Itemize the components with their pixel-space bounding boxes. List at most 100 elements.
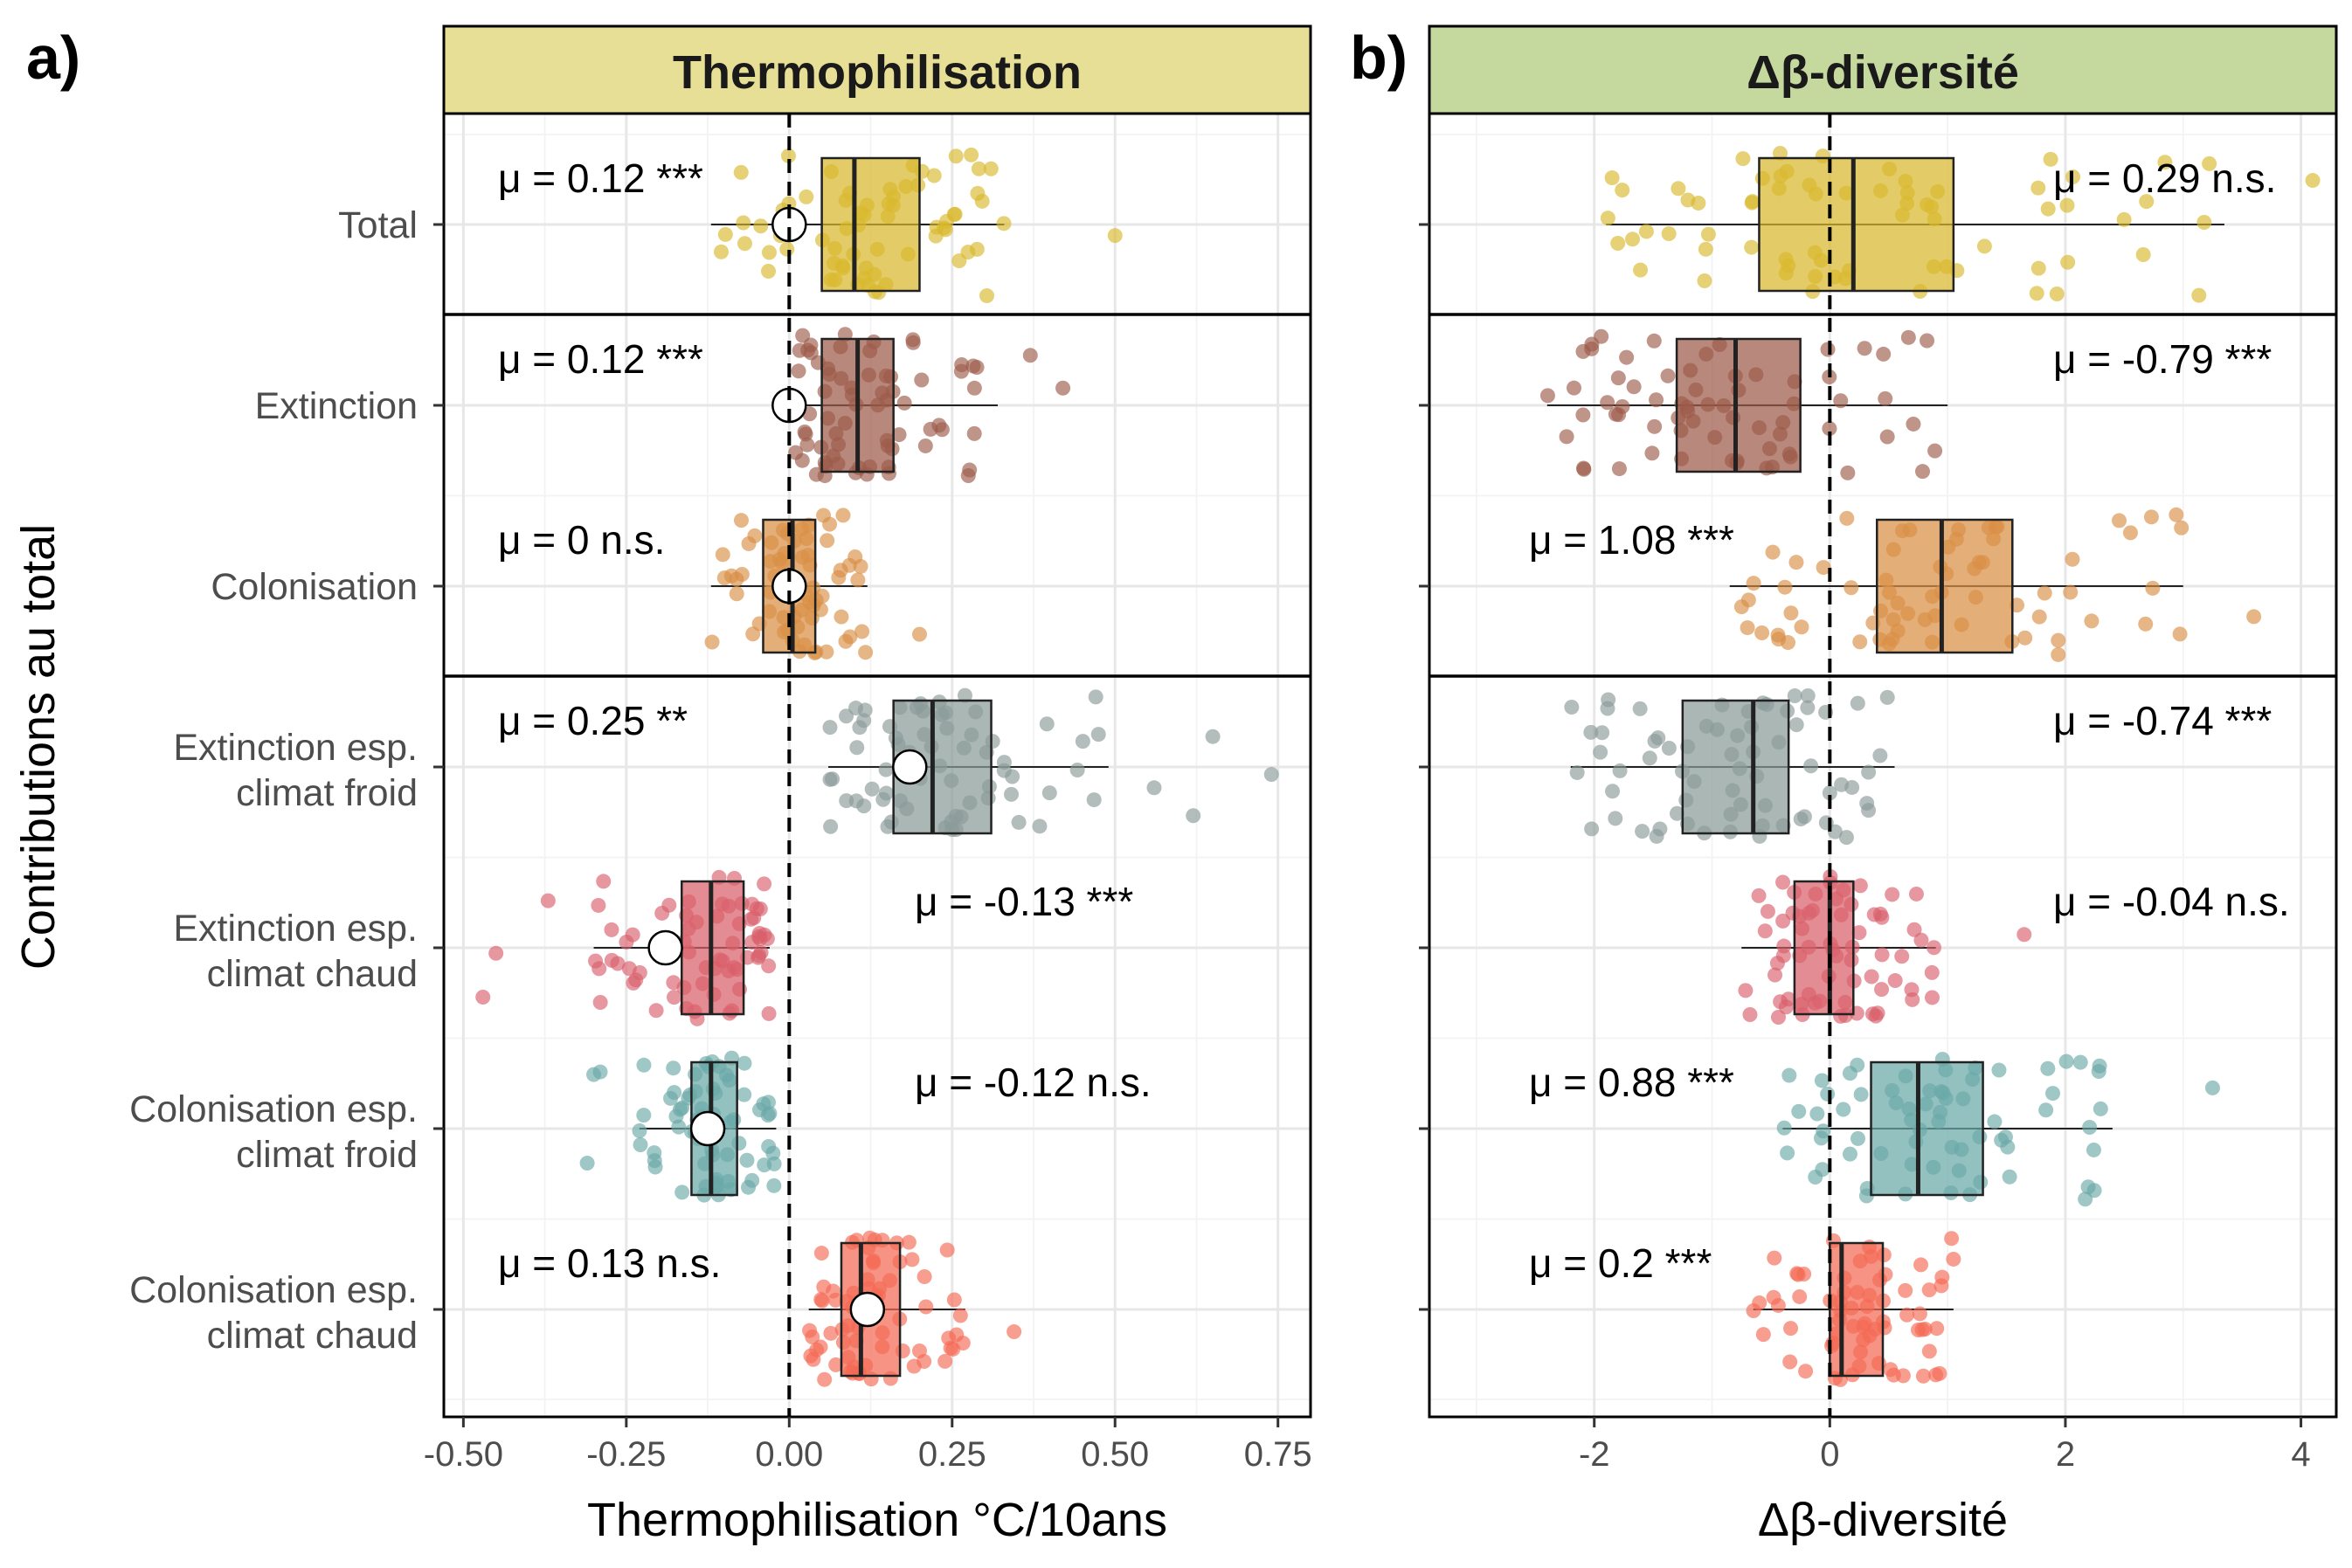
jitter-point <box>591 961 607 977</box>
panel-a-x-axis: -0.50 -0.25 0.00 0.25 0.50 0.75 <box>424 1417 1312 1474</box>
jitter-point <box>633 1136 648 1152</box>
jitter-point <box>917 1268 932 1284</box>
jitter-point <box>820 533 835 549</box>
outlier-point <box>911 626 927 642</box>
series-total: μ = 0.29 n.s. <box>1600 146 2321 303</box>
jitter-point <box>939 1242 955 1258</box>
jitter-point <box>1767 1250 1782 1266</box>
jitter-point <box>1976 238 1992 254</box>
jitter-point <box>1928 1367 1944 1383</box>
y-category-label: Extinction esp. climat chaud <box>173 908 418 995</box>
jitter-point <box>1788 717 1804 733</box>
jitter-point <box>733 164 749 180</box>
jitter-point <box>1746 576 1761 591</box>
plot-border <box>442 112 1312 1419</box>
jitter-point <box>2072 1054 2088 1070</box>
jitter-point <box>2078 1192 2093 1207</box>
jitter-point <box>1814 1073 1830 1088</box>
jitter-point <box>1929 1321 1945 1337</box>
jitter-point <box>1649 392 1664 408</box>
jitter-point <box>1740 620 1755 636</box>
jitter-point <box>713 244 729 259</box>
jitter-point <box>842 629 858 645</box>
jitter-point <box>850 572 866 588</box>
jitter-point <box>841 557 857 573</box>
jitter-point <box>1647 418 1663 434</box>
jitter-point <box>1987 1114 2003 1129</box>
jitter-point <box>1777 579 1793 595</box>
jitter-point <box>1815 1162 1830 1178</box>
jitter-point <box>2084 613 2100 629</box>
jitter-point <box>1755 1327 1771 1343</box>
jitter-point <box>2002 1169 2017 1185</box>
outlier-point <box>1007 1324 1022 1340</box>
y-category-label-line: climat chaud <box>207 1315 418 1357</box>
y-category-label-line: climat froid <box>236 1134 418 1176</box>
jitter-point <box>816 508 832 523</box>
mu-label: μ = 0.2 *** <box>1529 1240 1712 1286</box>
jitter-point <box>2063 584 2079 600</box>
outlier-point <box>592 1064 608 1080</box>
jitter-point <box>1642 750 1657 766</box>
jitter-point <box>2065 551 2080 567</box>
series-col_chaud: μ = 0.2 *** <box>1529 1231 1961 1387</box>
x-tick-label: 0.25 <box>918 1435 986 1474</box>
jitter-point <box>1868 1008 1884 1024</box>
y-category-label: Total <box>338 204 418 246</box>
jitter-point <box>1595 725 1610 741</box>
jitter-point <box>1576 461 1592 477</box>
box <box>1758 156 1955 293</box>
jitter-point <box>1594 328 1609 344</box>
jitter-point <box>2082 1119 2098 1135</box>
panel-a-title: Thermophilisation <box>673 46 1082 99</box>
jitter-point <box>2086 1142 2101 1157</box>
jitter-point <box>948 149 964 164</box>
jitter-point <box>1820 1086 1836 1102</box>
mu-label: μ = 0.25 ** <box>498 698 688 743</box>
jitter-point <box>596 874 612 889</box>
jitter-point <box>1913 932 1929 948</box>
jitter-point <box>1872 748 1888 763</box>
jitter-point <box>1885 887 1900 902</box>
jitter-point <box>1086 792 1102 808</box>
jitter-point <box>1840 465 1856 480</box>
jitter-point <box>1791 1103 1807 1119</box>
jitter-point <box>663 1090 679 1106</box>
jitter-point <box>1765 544 1781 560</box>
jitter-point <box>1866 907 1882 922</box>
jitter-point <box>896 395 912 411</box>
y-category-labels: Total Extinction Colonisation Extinction es… <box>129 204 1429 1357</box>
mu-label: μ = 0.29 n.s. <box>2053 155 2276 201</box>
jitter-point <box>1861 764 1877 780</box>
jitter-point <box>926 168 942 183</box>
jitter-point <box>936 220 951 236</box>
panel-b-x-axis-title: Δβ-diversité <box>1758 1494 2008 1546</box>
jitter-point <box>1735 151 1751 167</box>
box <box>1675 337 1802 473</box>
jitter-point <box>2065 169 2081 184</box>
jitter-point <box>636 1057 652 1073</box>
jitter-point <box>736 215 751 231</box>
jitter-point <box>737 1055 752 1071</box>
jitter-point <box>757 876 772 892</box>
jitter-point <box>1850 1130 1865 1146</box>
jitter-point <box>1789 1266 1805 1281</box>
jitter-point <box>2174 520 2189 535</box>
jitter-point <box>1800 700 1816 715</box>
panel-b-plot-area: μ = 0.29 n.s. μ = -0.79 *** μ = 1.08 *** μ … <box>1428 112 2338 1419</box>
jitter-point <box>835 508 851 523</box>
series-ext_froid: μ = -0.74 *** <box>1564 687 2272 846</box>
series-extinction: μ = -0.79 *** <box>1539 328 2272 480</box>
jitter-point <box>1615 183 1630 198</box>
jitter-point <box>762 1106 778 1122</box>
series-colonisation: μ = 1.08 *** <box>1529 507 2262 662</box>
jitter-point <box>834 609 849 625</box>
jitter-point <box>814 588 830 604</box>
outlier-point <box>1022 348 1038 363</box>
x-tick-label: 0 <box>1820 1435 1839 1474</box>
jitter-point <box>970 185 986 201</box>
jitter-point <box>1792 1288 1808 1304</box>
jitter-point <box>1946 1251 1961 1267</box>
outlier-point <box>2246 609 2262 625</box>
mean-marker <box>892 749 928 785</box>
